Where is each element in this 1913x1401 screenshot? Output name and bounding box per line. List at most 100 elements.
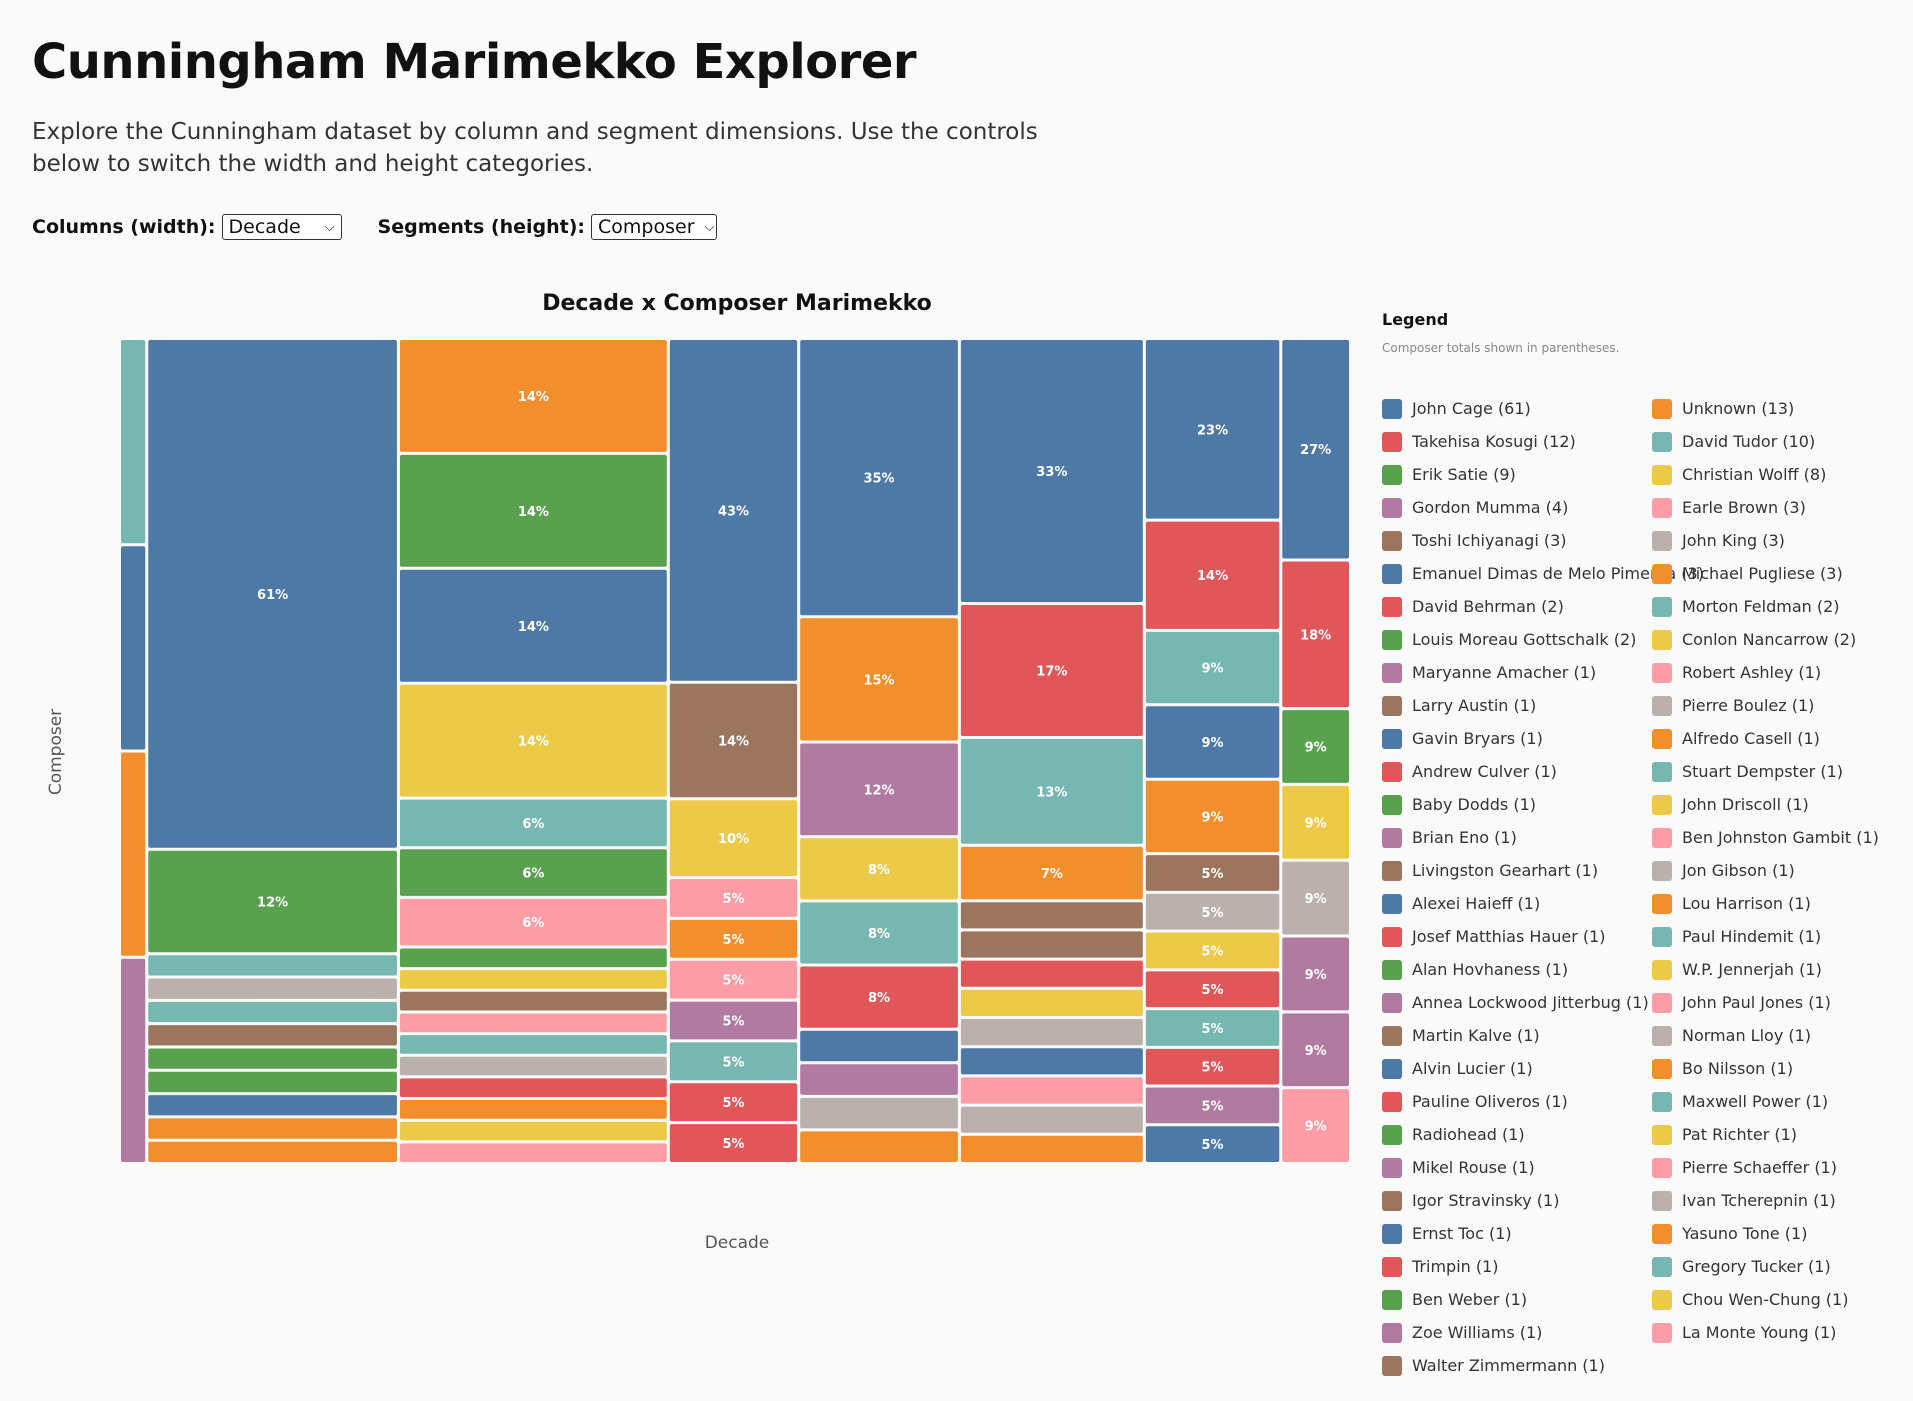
segments-select[interactable]: Composer ⌵ bbox=[591, 214, 718, 240]
marimekko-segment[interactable] bbox=[800, 1131, 958, 1162]
marimekko-segment[interactable] bbox=[960, 1048, 1143, 1075]
marimekko-segment[interactable] bbox=[669, 960, 798, 999]
legend-label: John Driscoll (1) bbox=[1682, 795, 1809, 814]
marimekko-segment[interactable] bbox=[121, 752, 146, 956]
marimekko-segment[interactable] bbox=[148, 1071, 397, 1093]
columns-select[interactable]: Decade ⌵ bbox=[221, 214, 342, 240]
marimekko-segment[interactable] bbox=[669, 340, 798, 681]
marimekko-segment[interactable] bbox=[148, 1141, 397, 1162]
marimekko-segment[interactable] bbox=[1282, 340, 1349, 559]
marimekko-segment[interactable] bbox=[960, 902, 1143, 929]
marimekko-segment[interactable] bbox=[960, 605, 1143, 736]
marimekko-segment[interactable] bbox=[399, 991, 667, 1011]
marimekko-segment[interactable] bbox=[1282, 561, 1349, 708]
marimekko-segment[interactable] bbox=[1145, 521, 1280, 629]
marimekko-segment[interactable] bbox=[800, 743, 958, 836]
marimekko-segment[interactable] bbox=[1282, 861, 1349, 935]
marimekko-segment[interactable] bbox=[148, 1095, 397, 1116]
marimekko-segment[interactable] bbox=[800, 340, 958, 616]
marimekko-segment[interactable] bbox=[121, 340, 146, 544]
marimekko-segment[interactable] bbox=[1145, 855, 1280, 891]
marimekko-segment[interactable] bbox=[148, 1048, 397, 1069]
marimekko-segment[interactable] bbox=[1282, 710, 1349, 783]
legend-item: Paul Hindemit (1) bbox=[1652, 920, 1902, 953]
legend-label: Walter Zimmermann (1) bbox=[1412, 1356, 1605, 1375]
marimekko-segment[interactable] bbox=[1145, 1010, 1280, 1046]
marimekko-segment[interactable] bbox=[669, 1001, 798, 1040]
marimekko-segment[interactable] bbox=[399, 569, 667, 682]
marimekko-segment[interactable] bbox=[669, 1124, 798, 1162]
marimekko-segment[interactable] bbox=[800, 618, 958, 741]
marimekko-segment[interactable] bbox=[960, 1106, 1143, 1133]
marimekko-segment[interactable] bbox=[800, 966, 958, 1028]
marimekko-segment[interactable] bbox=[1145, 1048, 1280, 1085]
marimekko-segment[interactable] bbox=[399, 1035, 667, 1054]
marimekko-segment[interactable] bbox=[148, 1118, 397, 1139]
marimekko-segment[interactable] bbox=[399, 1100, 667, 1119]
marimekko-segment[interactable] bbox=[148, 1025, 397, 1046]
marimekko-segment[interactable] bbox=[1145, 932, 1280, 969]
marimekko-segment[interactable] bbox=[960, 1019, 1143, 1046]
marimekko-segment[interactable] bbox=[669, 919, 798, 958]
marimekko-segment[interactable] bbox=[800, 1064, 958, 1095]
marimekko-segment[interactable] bbox=[148, 978, 397, 999]
legend-label: Yasuno Tone (1) bbox=[1682, 1224, 1808, 1243]
segment-label: 17% bbox=[1036, 665, 1067, 680]
marimekko-segment[interactable] bbox=[148, 955, 397, 976]
marimekko-segment[interactable] bbox=[800, 838, 958, 900]
marimekko-segment[interactable] bbox=[1145, 780, 1280, 853]
marimekko-segment[interactable] bbox=[1145, 340, 1280, 519]
marimekko-segment[interactable] bbox=[800, 902, 958, 964]
marimekko-segment[interactable] bbox=[960, 989, 1143, 1016]
legend-label: Ernst Toc (1) bbox=[1412, 1224, 1512, 1243]
marimekko-segment[interactable] bbox=[1145, 1087, 1280, 1124]
marimekko-segment[interactable] bbox=[1282, 937, 1349, 1011]
marimekko-segment[interactable] bbox=[960, 1077, 1143, 1104]
marimekko-segment[interactable] bbox=[800, 1097, 958, 1129]
legend-label: Maryanne Amacher (1) bbox=[1412, 663, 1597, 682]
marimekko-segment[interactable] bbox=[399, 1013, 667, 1033]
marimekko-segment[interactable] bbox=[399, 970, 667, 989]
segment-label: 9% bbox=[1305, 816, 1327, 831]
marimekko-segment[interactable] bbox=[669, 879, 798, 917]
marimekko-segment[interactable] bbox=[399, 1078, 667, 1098]
marimekko-segment[interactable] bbox=[960, 739, 1143, 844]
marimekko-segment[interactable] bbox=[399, 799, 667, 847]
marimekko-segment[interactable] bbox=[669, 683, 798, 798]
marimekko-segment[interactable] bbox=[669, 1083, 798, 1122]
legend-swatch bbox=[1652, 695, 1672, 716]
marimekko-segment[interactable] bbox=[399, 1143, 667, 1162]
marimekko-segment[interactable] bbox=[148, 850, 397, 953]
marimekko-segment[interactable] bbox=[1145, 971, 1280, 1008]
marimekko-segment[interactable] bbox=[148, 1001, 397, 1023]
marimekko-segment[interactable] bbox=[1282, 1013, 1349, 1087]
marimekko-segment[interactable] bbox=[669, 800, 798, 876]
marimekko-segment[interactable] bbox=[1282, 785, 1349, 859]
legend-swatch bbox=[1652, 1157, 1672, 1178]
legend-swatch bbox=[1652, 827, 1672, 848]
marimekko-segment[interactable] bbox=[148, 340, 397, 848]
marimekko-segment[interactable] bbox=[960, 846, 1143, 900]
marimekko-segment[interactable] bbox=[399, 1121, 667, 1141]
marimekko-segment[interactable] bbox=[399, 948, 667, 968]
marimekko-segment[interactable] bbox=[399, 340, 667, 452]
marimekko-segment[interactable] bbox=[399, 898, 667, 946]
marimekko-segment[interactable] bbox=[1145, 706, 1280, 778]
marimekko-segment[interactable] bbox=[399, 1056, 667, 1076]
marimekko-segment[interactable] bbox=[399, 454, 667, 567]
marimekko-segment[interactable] bbox=[1145, 631, 1280, 704]
marimekko-segment[interactable] bbox=[800, 1030, 958, 1062]
legend-label: Christian Wolff (8) bbox=[1682, 465, 1827, 484]
marimekko-segment[interactable] bbox=[960, 931, 1143, 958]
marimekko-segment[interactable] bbox=[1282, 1089, 1349, 1162]
marimekko-segment[interactable] bbox=[121, 958, 146, 1162]
marimekko-segment[interactable] bbox=[960, 960, 1143, 987]
marimekko-segment[interactable] bbox=[399, 684, 667, 797]
marimekko-segment[interactable] bbox=[1145, 1126, 1280, 1162]
marimekko-segment[interactable] bbox=[121, 546, 146, 750]
marimekko-segment[interactable] bbox=[669, 1042, 798, 1081]
marimekko-segment[interactable] bbox=[960, 1135, 1143, 1162]
marimekko-segment[interactable] bbox=[1145, 893, 1280, 930]
marimekko-segment[interactable] bbox=[960, 340, 1143, 602]
marimekko-segment[interactable] bbox=[399, 849, 667, 896]
